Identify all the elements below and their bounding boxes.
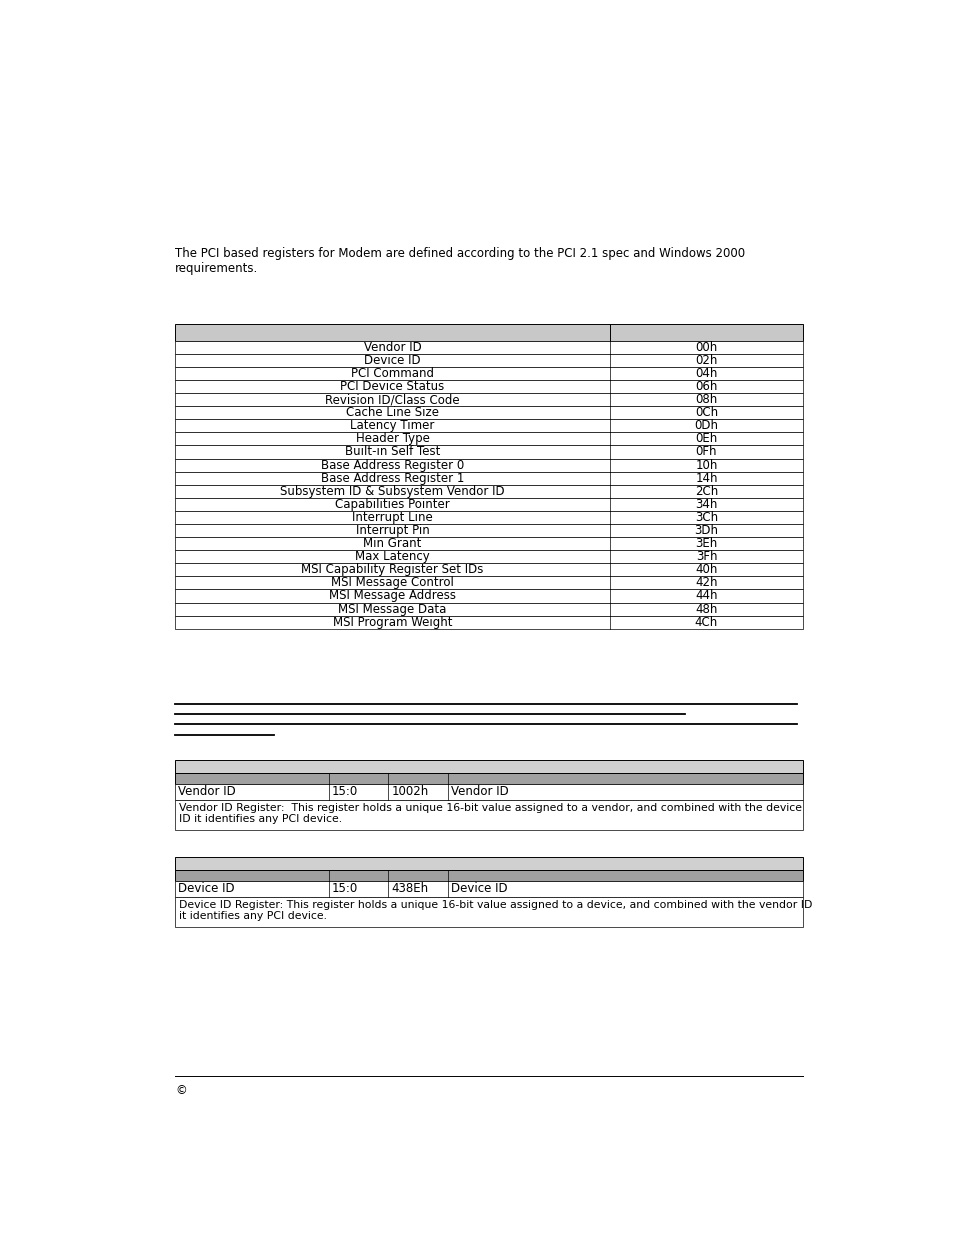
Bar <box>174 760 802 773</box>
Text: 10h: 10h <box>695 458 717 472</box>
Text: 438Eh: 438Eh <box>391 883 428 895</box>
Text: 04h: 04h <box>695 367 717 380</box>
Bar <box>174 432 802 446</box>
Bar <box>174 419 802 432</box>
Bar <box>174 882 802 897</box>
Bar <box>174 341 802 353</box>
Text: 0Eh: 0Eh <box>695 432 717 446</box>
Bar <box>174 380 802 393</box>
Text: Revision ID/Class Code: Revision ID/Class Code <box>325 393 459 406</box>
Text: 0Ch: 0Ch <box>694 406 718 419</box>
Text: 4Ch: 4Ch <box>694 615 718 629</box>
Bar <box>174 446 802 458</box>
Text: Base Address Register 1: Base Address Register 1 <box>320 472 464 484</box>
Text: Base Address Register 0: Base Address Register 0 <box>320 458 464 472</box>
Bar <box>174 324 802 341</box>
Text: 2Ch: 2Ch <box>694 484 718 498</box>
Bar <box>174 897 802 927</box>
Text: MSI Message Address: MSI Message Address <box>329 589 456 603</box>
Text: MSI Message Control: MSI Message Control <box>331 577 454 589</box>
Text: 44h: 44h <box>695 589 717 603</box>
Bar <box>174 353 802 367</box>
Text: Vendor ID: Vendor ID <box>451 785 509 798</box>
Text: Cache Line Size: Cache Line Size <box>346 406 438 419</box>
Text: Header Type: Header Type <box>355 432 429 446</box>
Text: 00h: 00h <box>695 341 717 353</box>
Text: Interrupt Line: Interrupt Line <box>352 511 433 524</box>
Text: The PCI based registers for Modem are defined according to the PCI 2.1 spec and : The PCI based registers for Modem are de… <box>174 247 744 274</box>
Text: 34h: 34h <box>695 498 717 511</box>
Text: PCI Command: PCI Command <box>351 367 434 380</box>
Bar <box>174 458 802 472</box>
Bar <box>174 773 802 784</box>
Text: 0Fh: 0Fh <box>695 446 717 458</box>
Text: 3Dh: 3Dh <box>694 524 718 537</box>
Bar <box>174 406 802 419</box>
Bar <box>174 857 802 871</box>
Text: Subsystem ID & Subsystem Vendor ID: Subsystem ID & Subsystem Vendor ID <box>280 484 504 498</box>
Bar <box>174 577 802 589</box>
Text: 06h: 06h <box>695 380 717 393</box>
Bar <box>174 524 802 537</box>
Bar <box>174 498 802 511</box>
Text: Max Latency: Max Latency <box>355 550 430 563</box>
Text: 08h: 08h <box>695 393 717 406</box>
Text: ©: © <box>174 1084 187 1097</box>
Bar <box>174 484 802 498</box>
Text: Device ID: Device ID <box>451 883 507 895</box>
Bar <box>174 367 802 380</box>
Text: 48h: 48h <box>695 603 717 615</box>
Text: 14h: 14h <box>695 472 717 484</box>
Text: 42h: 42h <box>695 577 717 589</box>
Text: 3Fh: 3Fh <box>695 550 717 563</box>
Text: Built-in Self Test: Built-in Self Test <box>345 446 439 458</box>
Text: 40h: 40h <box>695 563 717 577</box>
Text: Capabilities Pointer: Capabilities Pointer <box>335 498 450 511</box>
Text: Device ID: Device ID <box>178 883 234 895</box>
Bar <box>174 472 802 484</box>
Text: MSI Program Weight: MSI Program Weight <box>333 615 452 629</box>
Text: Interrupt Pin: Interrupt Pin <box>355 524 429 537</box>
Text: 15:0: 15:0 <box>332 785 357 798</box>
Bar <box>174 603 802 615</box>
Bar <box>174 589 802 603</box>
Text: 3Eh: 3Eh <box>695 537 717 550</box>
Text: PCI Device Status: PCI Device Status <box>340 380 444 393</box>
Bar <box>174 784 802 799</box>
Bar <box>174 615 802 629</box>
Text: Device ID Register: This register holds a unique 16-bit value assigned to a devi: Device ID Register: This register holds … <box>179 900 811 921</box>
Text: Vendor ID: Vendor ID <box>363 341 421 353</box>
Bar <box>174 511 802 524</box>
Text: 1002h: 1002h <box>391 785 429 798</box>
Text: 3Ch: 3Ch <box>694 511 718 524</box>
Text: Vendor ID: Vendor ID <box>178 785 235 798</box>
Text: Latency Timer: Latency Timer <box>350 420 435 432</box>
Bar <box>174 393 802 406</box>
Text: MSI Message Data: MSI Message Data <box>338 603 446 615</box>
Bar <box>174 799 802 830</box>
Text: 0Dh: 0Dh <box>694 420 718 432</box>
Text: MSI Capability Register Set IDs: MSI Capability Register Set IDs <box>301 563 483 577</box>
Text: Device ID: Device ID <box>364 354 420 367</box>
Bar <box>174 871 802 882</box>
Bar <box>174 563 802 577</box>
Text: Min Grant: Min Grant <box>363 537 421 550</box>
Text: Vendor ID Register:  This register holds a unique 16-bit value assigned to a ven: Vendor ID Register: This register holds … <box>179 803 801 824</box>
Text: 02h: 02h <box>695 354 717 367</box>
Bar <box>174 550 802 563</box>
Text: 15:0: 15:0 <box>332 883 357 895</box>
Bar <box>174 537 802 550</box>
